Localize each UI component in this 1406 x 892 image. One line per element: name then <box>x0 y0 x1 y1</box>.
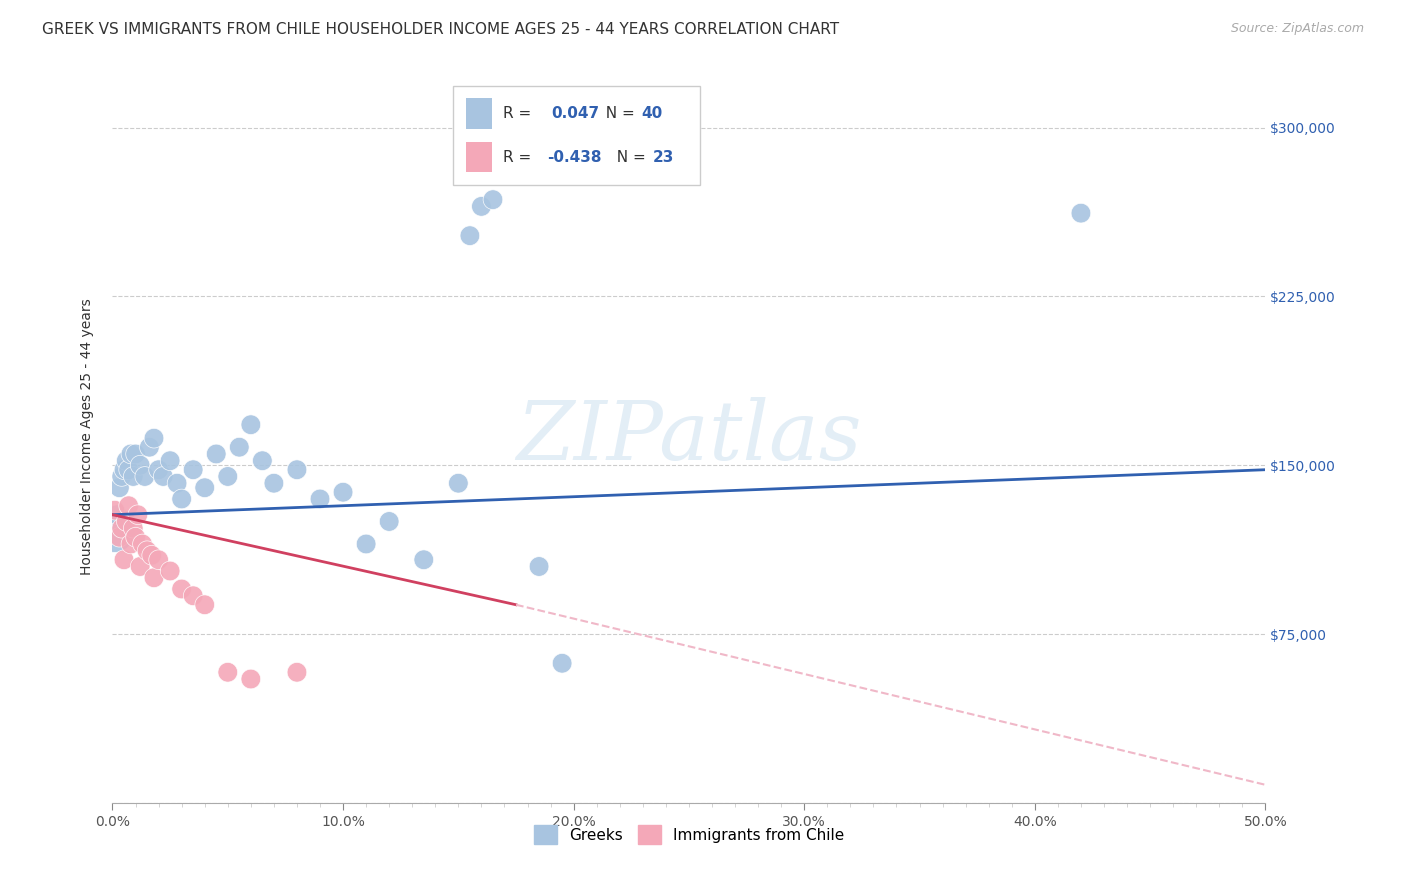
Point <box>129 458 152 473</box>
Point <box>194 481 217 495</box>
Point <box>148 553 170 567</box>
Point <box>239 672 262 686</box>
Point <box>1070 206 1092 220</box>
Point <box>124 530 146 544</box>
Point <box>228 440 250 454</box>
Point <box>332 485 354 500</box>
Text: N =: N = <box>607 150 651 165</box>
Point <box>108 481 131 495</box>
Point <box>309 491 332 506</box>
Point <box>127 508 149 522</box>
Point <box>104 503 127 517</box>
Point <box>120 537 142 551</box>
Point <box>412 553 434 567</box>
Point <box>122 521 145 535</box>
Point <box>152 469 174 483</box>
Point <box>458 228 481 243</box>
Point <box>551 657 574 671</box>
Point <box>263 476 285 491</box>
Legend: Greeks, Immigrants from Chile: Greeks, Immigrants from Chile <box>527 819 851 850</box>
Point <box>194 598 217 612</box>
Point <box>527 559 550 574</box>
FancyBboxPatch shape <box>467 98 492 129</box>
Point <box>166 476 188 491</box>
Point <box>111 521 134 535</box>
Point <box>112 553 135 567</box>
Point <box>285 665 308 680</box>
Point <box>143 431 166 445</box>
Point <box>122 469 145 483</box>
Point <box>447 476 470 491</box>
Point <box>205 447 228 461</box>
Point <box>482 193 505 207</box>
Point <box>470 199 492 213</box>
Point <box>138 440 160 454</box>
Y-axis label: Householder Income Ages 25 - 44 years: Householder Income Ages 25 - 44 years <box>80 299 94 575</box>
Point <box>108 530 131 544</box>
FancyBboxPatch shape <box>453 86 700 185</box>
Point <box>134 469 156 483</box>
Point <box>181 589 204 603</box>
Point <box>378 515 401 529</box>
Point <box>141 548 163 562</box>
Point <box>181 463 204 477</box>
Point <box>170 491 193 506</box>
FancyBboxPatch shape <box>467 142 492 172</box>
Text: GREEK VS IMMIGRANTS FROM CHILE HOUSEHOLDER INCOME AGES 25 - 44 YEARS CORRELATION: GREEK VS IMMIGRANTS FROM CHILE HOUSEHOLD… <box>42 22 839 37</box>
Text: N =: N = <box>596 106 640 121</box>
Point <box>120 447 142 461</box>
Point <box>105 508 128 522</box>
Point <box>148 463 170 477</box>
Point <box>117 463 139 477</box>
Text: ZIPatlas: ZIPatlas <box>516 397 862 477</box>
Text: R =: R = <box>503 150 537 165</box>
Point <box>252 453 274 467</box>
Text: 0.047: 0.047 <box>551 106 600 121</box>
Point <box>217 469 239 483</box>
Point <box>170 582 193 596</box>
Point <box>124 447 146 461</box>
Point <box>117 499 139 513</box>
Point <box>112 463 135 477</box>
Point <box>285 463 308 477</box>
Point <box>104 525 127 540</box>
Point <box>159 453 181 467</box>
Point <box>239 417 262 432</box>
Point <box>217 665 239 680</box>
Point <box>136 543 159 558</box>
Point <box>115 515 138 529</box>
Point <box>131 537 153 551</box>
Point <box>115 453 138 467</box>
Text: 40: 40 <box>641 106 662 121</box>
Text: R =: R = <box>503 106 541 121</box>
Point <box>354 537 377 551</box>
Text: -0.438: -0.438 <box>547 150 602 165</box>
Point <box>159 564 181 578</box>
Text: Source: ZipAtlas.com: Source: ZipAtlas.com <box>1230 22 1364 36</box>
Point <box>143 571 166 585</box>
Point <box>111 469 134 483</box>
Point <box>129 559 152 574</box>
Text: 23: 23 <box>654 150 675 165</box>
